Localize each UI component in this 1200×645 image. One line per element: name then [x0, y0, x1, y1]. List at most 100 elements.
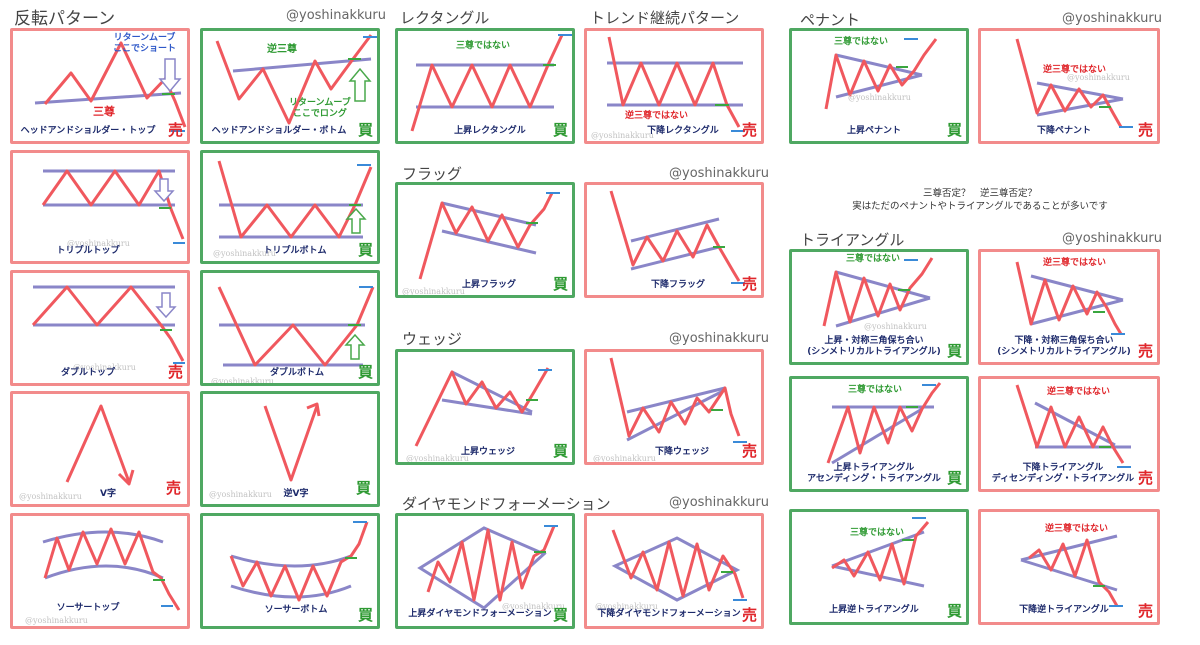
annotation-inverse-head-shoulders: 逆三尊: [267, 44, 297, 55]
watermark: @yoshinakkuru: [213, 249, 276, 258]
pattern-name: 上昇ダイヤモンドフォーメーション: [408, 609, 552, 619]
card-reverse-descending: 逆三尊ではない 下降逆トライアングル 売: [978, 509, 1160, 625]
pattern-name: 上昇逆トライアングル: [829, 605, 919, 615]
pattern-graphic: [611, 529, 747, 602]
sell-signal: 売: [741, 606, 757, 624]
pattern-graphic: [41, 169, 185, 244]
annotation-not-inverse-hs: 逆三尊ではない: [1045, 524, 1109, 534]
sell-signal: 売: [167, 121, 183, 139]
watermark: @yoshinakkuru: [593, 454, 656, 463]
card-v-top: @yoshinakkuru V字 売: [10, 391, 190, 507]
annotation-not-hs: 三尊ではない: [456, 41, 511, 51]
buy-signal: 買: [946, 121, 962, 139]
pattern-graphic: [42, 527, 181, 611]
card-symmetrical-down: 逆三尊ではない 下降・対称三角保ち合い (シンメトリカルトライアングル) 売: [978, 249, 1160, 365]
buy-signal: 買: [357, 241, 373, 259]
watermark: @yoshinakkuru: [406, 454, 469, 463]
watermark: @yoshinakkuru: [73, 363, 136, 372]
pattern-name: 下降レクタングル: [647, 126, 719, 136]
pattern-graphic: [418, 192, 560, 280]
section-title-flag: フラッグ: [402, 165, 463, 183]
card-reverse-ascending: 三尊ではない 上昇逆トライアングル 買: [789, 509, 969, 625]
pattern-name: 下降逆トライアングル: [1019, 605, 1109, 615]
watermark: @yoshinakkuru: [502, 602, 565, 611]
pattern-name: ヘッドアンドショルダー・ボトム: [211, 126, 347, 136]
pattern-graphic: [34, 41, 187, 132]
buy-signal: 買: [946, 602, 962, 620]
pattern-graphic: [1015, 261, 1125, 335]
annotation-not-hs: 三尊ではない: [848, 385, 903, 395]
card-flag-up: @yoshinakkuru 上昇フラッグ 買: [395, 182, 575, 298]
pattern-name: 下降ペナント: [1036, 126, 1091, 136]
pattern-graphic: [824, 38, 938, 110]
pattern-graphic: [263, 402, 321, 482]
note-line1: 三尊否定？ 逆三尊否定？: [922, 188, 1037, 199]
pattern-name: 上昇レクタングル: [454, 126, 526, 136]
card-pennant-up: 三尊ではない @yoshinakkuru 上昇ペナント 買: [789, 28, 969, 144]
section-title-continuation: トレンド継続パターン: [590, 9, 740, 27]
annotation-not-inverse-hs: 逆三尊ではない: [1043, 65, 1107, 75]
watermark: @yoshinakkuru: [864, 322, 927, 331]
pattern-graphic: [826, 382, 942, 465]
card-rect-down: 逆三尊ではない @yoshinakkuru 下降レクタングル 売: [584, 28, 764, 144]
sell-signal: 売: [1137, 602, 1153, 620]
watermark: @yoshinakkuru: [211, 377, 274, 386]
section-title-diamond: ダイヤモンドフォーメーション: [402, 495, 611, 513]
handle-label: @yoshinakkuru: [1062, 231, 1162, 246]
buy-signal: 買: [552, 121, 568, 139]
pattern-name: ソーサーボトム: [264, 605, 328, 615]
pattern-graphic: [215, 34, 377, 125]
pattern-graphic: [1020, 534, 1123, 607]
watermark: @yoshinakkuru: [1067, 73, 1130, 82]
card-double-top: @yoshinakkuru ダブルトップ 売: [10, 270, 190, 386]
pattern-name: ヘッドアンドショルダー・トップ: [20, 126, 156, 136]
pattern-name: 逆V字: [283, 489, 309, 499]
watermark: @yoshinakkuru: [209, 490, 272, 499]
pattern-name: 上昇・対称三角保ち合い (シンメトリカルトライアングル): [807, 336, 941, 357]
card-rect-up: 三尊ではない 上昇レクタングル 買: [395, 28, 575, 144]
sell-signal: 売: [741, 121, 757, 139]
pattern-graphic: [609, 190, 745, 284]
watermark: @yoshinakkuru: [848, 93, 911, 102]
sell-signal: 売: [1137, 342, 1153, 360]
pattern-name: ダブルボトム: [269, 368, 324, 378]
handle-label: @yoshinakkuru: [669, 331, 769, 346]
card-triple-top: @yoshinakkuru トリプルトップ: [10, 150, 190, 264]
section-title-reversal: 反転パターン: [14, 9, 116, 29]
watermark: @yoshinakkuru: [402, 287, 465, 296]
handle-label: @yoshinakkuru: [286, 8, 386, 23]
pattern-graphic: [831, 517, 930, 588]
pattern-graphic: [31, 285, 185, 364]
pattern-graphic: [217, 286, 375, 367]
buy-signal: 買: [946, 469, 962, 487]
sell-signal: 売: [741, 275, 757, 293]
card-triple-bottom: @yoshinakkuru トリプルボトム 買: [200, 150, 380, 264]
pattern-graphic: [822, 257, 934, 328]
pattern-name: ダブルトップ: [60, 368, 115, 378]
pattern-graphic: [1015, 384, 1131, 468]
pattern-name: 上昇トライアングル アセンディング・トライアングル: [807, 463, 941, 484]
pattern-name: V字: [100, 489, 116, 499]
annotation-not-hs: 三尊ではない: [834, 37, 889, 47]
pattern-name: 下降フラッグ: [650, 280, 705, 290]
card-wedge-up: @yoshinakkuru 上昇ウェッジ 買: [395, 349, 575, 465]
card-symmetrical-up: 三尊ではない @yoshinakkuru 上昇・対称三角保ち合い (シンメトリカ…: [789, 249, 969, 365]
section-title-rectangle: レクタングル: [400, 9, 490, 27]
watermark: @yoshinakkuru: [591, 131, 654, 140]
annotation-not-hs: 三尊ではない: [850, 528, 905, 538]
buy-signal: 買: [552, 606, 568, 624]
pattern-graphic: [607, 36, 745, 132]
pattern-name: 下降トライアングル ディセンディング・トライアングル: [991, 463, 1135, 484]
card-descending: 逆三尊ではない 下降トライアングル ディセンディング・トライアングル 売: [978, 376, 1160, 492]
pattern-graphic: [609, 357, 747, 443]
pattern-name: ソーサートップ: [56, 603, 120, 613]
card-flag-down: 下降フラッグ 売: [584, 182, 764, 298]
card-double-bottom: @yoshinakkuru ダブルボトム 買: [200, 270, 380, 386]
note-line2: 実はただのペナントやトライアングルであることが多いです: [852, 201, 1108, 212]
watermark: @yoshinakkuru: [595, 602, 658, 611]
pattern-name: トリプルトップ: [56, 246, 120, 256]
pattern-name: 下降・対称三角保ち合い (シンメトリカルトライアングル): [997, 336, 1131, 357]
pattern-name: 下降ダイヤモンドフォーメーション: [597, 609, 741, 619]
annotation-head-shoulders: 三尊: [93, 105, 115, 118]
pattern-name: 上昇ペナント: [846, 126, 901, 136]
